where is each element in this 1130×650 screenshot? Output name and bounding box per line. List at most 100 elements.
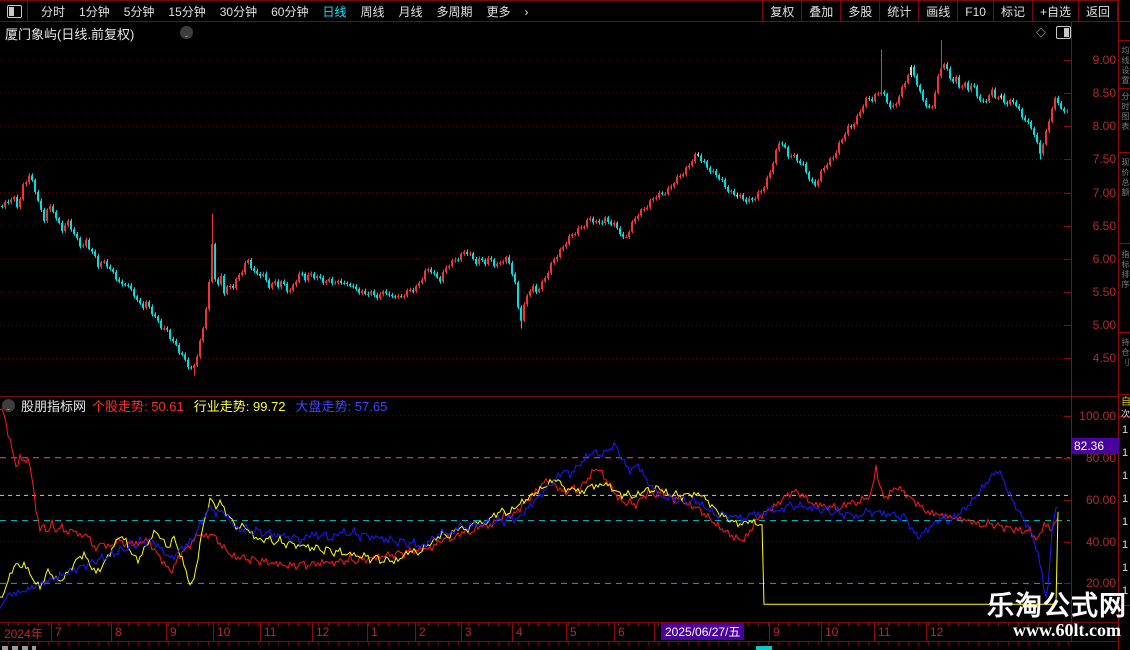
menu-item-F10[interactable]: F10 bbox=[957, 1, 993, 22]
minor-tick bbox=[308, 622, 309, 626]
indicator-name[interactable]: 股朋指标网 bbox=[21, 399, 87, 414]
month-separator bbox=[512, 622, 513, 641]
watermark-url: www.60lt.com bbox=[1013, 620, 1121, 640]
minor-tick bbox=[368, 642, 369, 645]
strip-tab-glyph[interactable]: 图 bbox=[1121, 112, 1130, 121]
strip-tab-glyph[interactable]: 序 bbox=[1121, 280, 1130, 289]
indicator-chart[interactable] bbox=[0, 397, 1072, 622]
menu-item-统计[interactable]: 统计 bbox=[879, 1, 918, 22]
indicator-tick-label: 40.00 bbox=[1085, 534, 1116, 549]
indicator-tick bbox=[1064, 583, 1071, 585]
strip-tab-glyph[interactable]: 现 bbox=[1121, 158, 1130, 167]
strip-tab-glyph[interactable]: 总 bbox=[1121, 178, 1130, 187]
minor-tick bbox=[528, 642, 529, 645]
minor-tick bbox=[1048, 642, 1049, 645]
menu-item-›[interactable]: › bbox=[524, 4, 529, 19]
minor-tick bbox=[1058, 622, 1059, 626]
strip-tab-glyph[interactable]: 标 bbox=[1121, 260, 1130, 269]
menu-item-标记[interactable]: 标记 bbox=[992, 1, 1032, 22]
menu-item-画线[interactable]: 画线 bbox=[918, 1, 957, 22]
minor-tick bbox=[768, 622, 769, 626]
minor-tick bbox=[1068, 642, 1069, 645]
chevron-down-circle-icon[interactable]: ˬ bbox=[2, 399, 15, 412]
menu-item-更多[interactable]: 更多 bbox=[486, 5, 511, 19]
minor-tick bbox=[808, 622, 809, 626]
menu-item-返回[interactable]: 返回 bbox=[1077, 1, 1118, 22]
month-separator bbox=[111, 622, 112, 641]
date-axis[interactable]: 2024年 2025/06/27/五 7 8 9 10 11 12 1 2 3 4 5 6 9 10 11 1… bbox=[0, 622, 1118, 641]
strip-tab-glyph[interactable]: 仓 bbox=[1121, 348, 1130, 357]
minor-tick bbox=[548, 642, 549, 645]
minor-tick bbox=[598, 642, 599, 645]
strip-tab-glyph[interactable]: 设 bbox=[1121, 66, 1130, 75]
menu-item-分时[interactable]: 分时 bbox=[41, 5, 66, 19]
strip-tab-self[interactable]: 自 bbox=[1121, 397, 1130, 408]
minor-tick bbox=[828, 642, 829, 645]
menu-item-日线[interactable]: 日线 bbox=[322, 5, 347, 19]
price-tick-label: 4.50 bbox=[1092, 351, 1116, 366]
legend-行业走势: 行业走势: 99.72 bbox=[193, 398, 286, 414]
minor-tick bbox=[908, 622, 909, 626]
strip-tab-glyph[interactable]: 表 bbox=[1121, 122, 1130, 131]
strip-tab-glyph[interactable]: 刂 bbox=[1121, 358, 1130, 367]
minor-tick bbox=[1048, 622, 1049, 626]
minor-tick bbox=[448, 642, 449, 645]
minor-tick bbox=[118, 622, 119, 626]
minor-tick bbox=[428, 622, 429, 626]
menu-item-复权[interactable]: 复权 bbox=[762, 1, 801, 22]
minor-tick bbox=[358, 642, 359, 645]
strip-tab-glyph[interactable]: 均 bbox=[1121, 46, 1130, 55]
diamond-icon[interactable]: ◇ bbox=[1036, 24, 1046, 39]
menu-item-5分钟[interactable]: 5分钟 bbox=[123, 5, 155, 19]
layout-toggle-button[interactable] bbox=[0, 1, 28, 22]
strip-tab-glyph[interactable]: 价 bbox=[1121, 168, 1130, 177]
menu-item-60分钟[interactable]: 60分钟 bbox=[271, 5, 309, 19]
minor-tick bbox=[638, 642, 639, 645]
menu-item-周线[interactable]: 周线 bbox=[360, 5, 385, 19]
minor-tick bbox=[68, 622, 69, 626]
strip-tab-glyph[interactable]: 分 bbox=[1121, 92, 1130, 101]
menu-item-30分钟[interactable]: 30分钟 bbox=[219, 5, 258, 19]
layout-right-icon[interactable] bbox=[1056, 26, 1071, 39]
minor-tick bbox=[518, 622, 519, 626]
minor-tick bbox=[588, 642, 589, 645]
minor-tick bbox=[148, 622, 149, 626]
menu-item-+自选[interactable]: +自选 bbox=[1031, 1, 1078, 22]
minor-tick bbox=[18, 642, 19, 645]
clipped-text-fragment bbox=[2, 646, 36, 650]
watermark-title: 乐淘公式网 bbox=[987, 591, 1127, 621]
minor-tick bbox=[68, 642, 69, 645]
minor-tick bbox=[48, 642, 49, 645]
minor-tick bbox=[548, 622, 549, 626]
menu-item-多股[interactable]: 多股 bbox=[840, 1, 879, 22]
price-tick-label: 5.00 bbox=[1092, 318, 1116, 333]
strip-tab-glyph[interactable]: 指 bbox=[1121, 250, 1130, 259]
strip-tab-glyph[interactable]: 排 bbox=[1121, 270, 1130, 279]
strip-tab-glyph[interactable]: 额 bbox=[1121, 188, 1130, 197]
minor-tick bbox=[378, 622, 379, 626]
menu-item-15分钟[interactable]: 15分钟 bbox=[168, 5, 206, 19]
chevron-down-circle-icon[interactable]: ˬ bbox=[180, 26, 193, 39]
minor-tick bbox=[168, 642, 169, 645]
menu-item-多周期[interactable]: 多周期 bbox=[436, 5, 473, 19]
strip-tab-glyph[interactable]: 线 bbox=[1121, 56, 1130, 65]
strip-tab-glyph[interactable]: 置 bbox=[1121, 76, 1130, 85]
minor-tick bbox=[348, 642, 349, 645]
menu-item-1分钟[interactable]: 1分钟 bbox=[79, 5, 110, 19]
side-toolbar-strip[interactable]: 均线设置分时图表现价总额指标排序持仓刂自次 1 1 1 1 1 1 1 1 bbox=[1118, 0, 1130, 650]
pane-divider[interactable] bbox=[0, 396, 1118, 397]
candlestick-chart[interactable] bbox=[0, 40, 1072, 397]
price-tick bbox=[1064, 192, 1071, 194]
strip-tab-glyph[interactable]: 时 bbox=[1121, 102, 1130, 111]
menu-item-月线[interactable]: 月线 bbox=[398, 5, 423, 19]
strip-tab-next[interactable]: 次 bbox=[1121, 409, 1130, 419]
strip-separator bbox=[1119, 394, 1130, 395]
minor-tick bbox=[298, 622, 299, 626]
month-label: 12 bbox=[316, 625, 330, 639]
axis-bottom-line bbox=[0, 641, 1118, 642]
minor-tick bbox=[788, 622, 789, 626]
menu-item-叠加[interactable]: 叠加 bbox=[801, 1, 840, 22]
indicator-tick-label: 20.00 bbox=[1085, 576, 1116, 591]
strip-tab-glyph[interactable]: 持 bbox=[1121, 338, 1130, 347]
minor-tick bbox=[478, 642, 479, 645]
